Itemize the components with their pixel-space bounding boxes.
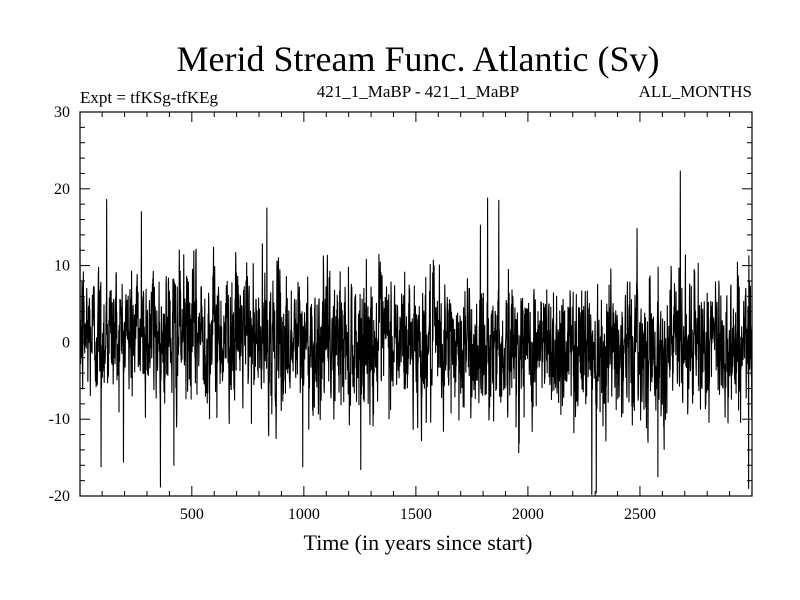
plot-frame xyxy=(79,111,753,497)
x-tick-label: 1000 xyxy=(288,506,320,523)
series-line xyxy=(79,170,753,496)
y-tick-label: -10 xyxy=(49,411,70,428)
x-tick-label: 500 xyxy=(180,506,204,523)
x-tick-label: 2500 xyxy=(624,506,656,523)
chart-title: Merid Stream Func. Atlantic (Sv) xyxy=(177,39,660,79)
tick-labels-layer: 500 1000 1500 2000 2500 -20 -10 0 10 20 30 xyxy=(49,104,656,523)
y-tick-label: -20 xyxy=(49,488,70,505)
y-tick-label: 30 xyxy=(54,104,70,121)
series-layer xyxy=(79,170,753,496)
period-label: 421_1_MaBP - 421_1_MaBP xyxy=(317,82,519,101)
months-label: ALL_MONTHS xyxy=(639,82,752,101)
x-tick-label: 1500 xyxy=(400,506,432,523)
ticks-layer xyxy=(80,112,752,496)
y-tick-label: 10 xyxy=(54,258,70,275)
x-axis-label: Time (in years since start) xyxy=(304,530,533,555)
experiment-label: Expt = tfKSg-tfKEg xyxy=(80,88,219,107)
y-tick-label: 0 xyxy=(62,334,70,351)
x-tick-label: 2000 xyxy=(512,506,544,523)
y-tick-label: 20 xyxy=(54,181,70,198)
